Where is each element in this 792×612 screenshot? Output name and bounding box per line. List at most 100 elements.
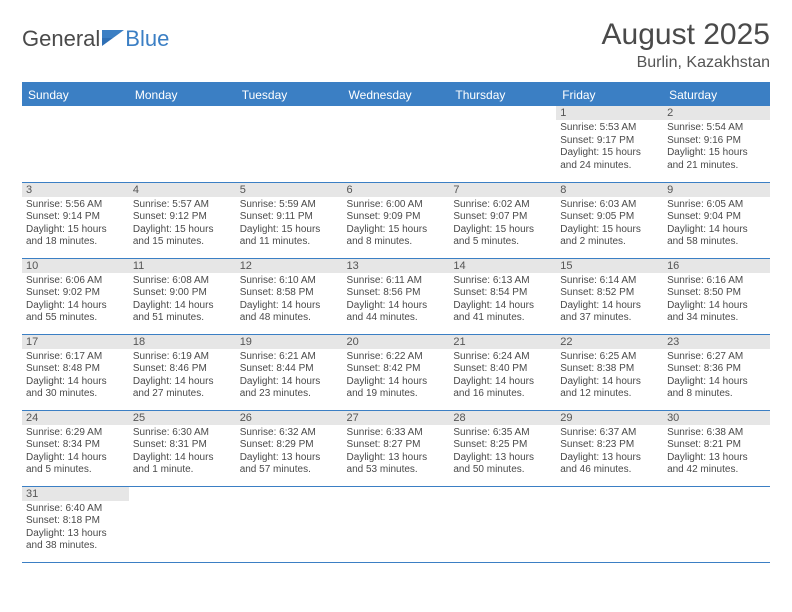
sunset-text: Sunset: 8:27 PM <box>347 439 446 452</box>
sunrise-text: Sunrise: 6:16 AM <box>667 275 766 288</box>
day-cell: 16Sunrise: 6:16 AMSunset: 8:50 PMDayligh… <box>663 258 770 334</box>
daylight-text: and 27 minutes. <box>133 388 232 401</box>
day-number: 20 <box>343 335 450 349</box>
empty-cell <box>449 486 556 562</box>
day-cell: 6Sunrise: 6:00 AMSunset: 9:09 PMDaylight… <box>343 182 450 258</box>
sunrise-text: Sunrise: 6:00 AM <box>347 199 446 212</box>
sunrise-text: Sunrise: 6:40 AM <box>26 503 125 516</box>
daylight-text: Daylight: 13 hours <box>240 452 339 465</box>
calendar-row: 3Sunrise: 5:56 AMSunset: 9:14 PMDaylight… <box>22 182 770 258</box>
day-cell: 7Sunrise: 6:02 AMSunset: 9:07 PMDaylight… <box>449 182 556 258</box>
sunset-text: Sunset: 8:48 PM <box>26 363 125 376</box>
sunset-text: Sunset: 8:36 PM <box>667 363 766 376</box>
sunset-text: Sunset: 9:02 PM <box>26 287 125 300</box>
sunrise-text: Sunrise: 6:27 AM <box>667 351 766 364</box>
calendar-body: 1Sunrise: 5:53 AMSunset: 9:17 PMDaylight… <box>22 106 770 562</box>
day-cell: 25Sunrise: 6:30 AMSunset: 8:31 PMDayligh… <box>129 410 236 486</box>
daylight-text: and 53 minutes. <box>347 464 446 477</box>
sunset-text: Sunset: 8:34 PM <box>26 439 125 452</box>
flag-icon <box>102 26 124 52</box>
day-number: 8 <box>556 183 663 197</box>
day-cell: 22Sunrise: 6:25 AMSunset: 8:38 PMDayligh… <box>556 334 663 410</box>
calendar-row: 10Sunrise: 6:06 AMSunset: 9:02 PMDayligh… <box>22 258 770 334</box>
daylight-text: Daylight: 15 hours <box>240 224 339 237</box>
location: Burlin, Kazakhstan <box>602 54 770 72</box>
daylight-text: Daylight: 14 hours <box>133 300 232 313</box>
daylight-text: and 15 minutes. <box>133 236 232 249</box>
empty-cell <box>236 106 343 182</box>
daylight-text: and 5 minutes. <box>453 236 552 249</box>
day-cell: 15 Sunrise: 6:14 AMSunset: 8:52 PMDayligh… <box>556 258 663 334</box>
daylight-text: Daylight: 15 hours <box>347 224 446 237</box>
sunset-text: Sunset: 8:52 PM <box>560 287 659 300</box>
empty-cell <box>22 106 129 182</box>
sunrise-text: Sunrise: 6:11 AM <box>347 275 446 288</box>
day-number: 26 <box>236 411 343 425</box>
daylight-text: and 11 minutes. <box>240 236 339 249</box>
daylight-text: and 19 minutes. <box>347 388 446 401</box>
month-title: August 2025 <box>602 18 770 52</box>
weekday-header: Friday <box>556 84 663 106</box>
day-cell: 30Sunrise: 6:38 AMSunset: 8:21 PMDayligh… <box>663 410 770 486</box>
sunset-text: Sunset: 8:21 PM <box>667 439 766 452</box>
sunset-text: Sunset: 8:42 PM <box>347 363 446 376</box>
day-cell: 29Sunrise: 6:37 AMSunset: 8:23 PMDayligh… <box>556 410 663 486</box>
day-number: 27 <box>343 411 450 425</box>
daylight-text: and 24 minutes. <box>560 160 659 173</box>
sunset-text: Sunset: 8:56 PM <box>347 287 446 300</box>
sunset-text: Sunset: 8:50 PM <box>667 287 766 300</box>
daylight-text: Daylight: 14 hours <box>667 300 766 313</box>
day-number: 24 <box>22 411 129 425</box>
day-number: 22 <box>556 335 663 349</box>
day-cell: 8Sunrise: 6:03 AMSunset: 9:05 PMDaylight… <box>556 182 663 258</box>
sunrise-text: Sunrise: 6:10 AM <box>240 275 339 288</box>
daylight-text: Daylight: 14 hours <box>26 376 125 389</box>
sunrise-text: Sunrise: 6:21 AM <box>240 351 339 364</box>
sunset-text: Sunset: 9:16 PM <box>667 135 766 148</box>
sunset-text: Sunset: 9:09 PM <box>347 211 446 224</box>
sunrise-text: Sunrise: 6:33 AM <box>347 427 446 440</box>
sunset-text: Sunset: 8:40 PM <box>453 363 552 376</box>
calendar-row: 17Sunrise: 6:17 AMSunset: 8:48 PMDayligh… <box>22 334 770 410</box>
sunset-text: Sunset: 8:25 PM <box>453 439 552 452</box>
sunset-text: Sunset: 8:31 PM <box>133 439 232 452</box>
daylight-text: Daylight: 14 hours <box>133 376 232 389</box>
empty-cell <box>236 486 343 562</box>
weekday-header: Tuesday <box>236 84 343 106</box>
day-cell: 1Sunrise: 5:53 AMSunset: 9:17 PMDaylight… <box>556 106 663 182</box>
sunrise-text: Sunrise: 5:57 AM <box>133 199 232 212</box>
daylight-text: Daylight: 15 hours <box>667 147 766 160</box>
daylight-text: Daylight: 14 hours <box>26 452 125 465</box>
day-cell: 5Sunrise: 5:59 AMSunset: 9:11 PMDaylight… <box>236 182 343 258</box>
daylight-text: Daylight: 14 hours <box>347 376 446 389</box>
day-number: 3 <box>22 183 129 197</box>
day-number: 29 <box>556 411 663 425</box>
day-cell: 31Sunrise: 6:40 AMSunset: 8:18 PMDayligh… <box>22 486 129 562</box>
empty-cell <box>129 106 236 182</box>
daylight-text: Daylight: 13 hours <box>453 452 552 465</box>
day-number: 21 <box>449 335 556 349</box>
daylight-text: and 55 minutes. <box>26 312 125 325</box>
day-number: 11 <box>129 259 236 273</box>
day-cell: 12Sunrise: 6:10 AMSunset: 8:58 PMDayligh… <box>236 258 343 334</box>
daylight-text: Daylight: 15 hours <box>560 147 659 160</box>
day-cell: 23Sunrise: 6:27 AMSunset: 8:36 PMDayligh… <box>663 334 770 410</box>
daylight-text: Daylight: 14 hours <box>240 376 339 389</box>
daylight-text: Daylight: 14 hours <box>560 300 659 313</box>
day-cell: 17Sunrise: 6:17 AMSunset: 8:48 PMDayligh… <box>22 334 129 410</box>
daylight-text: Daylight: 15 hours <box>26 224 125 237</box>
day-cell: 3Sunrise: 5:56 AMSunset: 9:14 PMDaylight… <box>22 182 129 258</box>
day-number: 15 <box>556 259 663 273</box>
sunrise-text: Sunrise: 6:14 AM <box>560 275 659 288</box>
daylight-text: and 8 minutes. <box>347 236 446 249</box>
daylight-text: and 46 minutes. <box>560 464 659 477</box>
daylight-text: and 50 minutes. <box>453 464 552 477</box>
day-cell: 11Sunrise: 6:08 AMSunset: 9:00 PMDayligh… <box>129 258 236 334</box>
day-cell: 21Sunrise: 6:24 AMSunset: 8:40 PMDayligh… <box>449 334 556 410</box>
daylight-text: Daylight: 15 hours <box>453 224 552 237</box>
day-cell: 26Sunrise: 6:32 AMSunset: 8:29 PMDayligh… <box>236 410 343 486</box>
daylight-text: and 38 minutes. <box>26 540 125 553</box>
sunrise-text: Sunrise: 6:30 AM <box>133 427 232 440</box>
daylight-text: Daylight: 14 hours <box>453 300 552 313</box>
daylight-text: and 44 minutes. <box>347 312 446 325</box>
